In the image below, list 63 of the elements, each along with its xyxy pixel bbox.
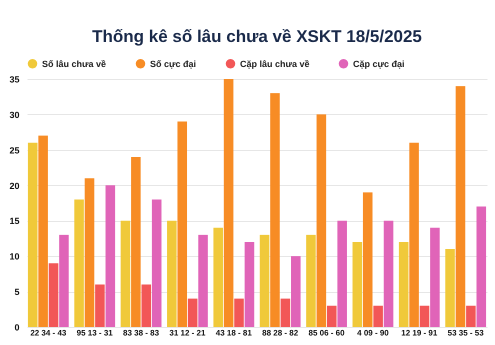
bar	[384, 220, 394, 327]
legend-label: Cặp cực đại	[353, 58, 405, 69]
bar	[167, 220, 177, 327]
bar	[234, 298, 244, 327]
x-tick-label: 43 18 - 81	[216, 328, 252, 338]
bar	[59, 234, 69, 327]
bar	[430, 228, 440, 327]
bar	[306, 234, 316, 327]
y-tick-label: 15	[9, 216, 20, 226]
x-tick-label: 85 06 - 60	[308, 328, 346, 338]
bar	[337, 220, 347, 327]
bar	[456, 86, 466, 327]
legend-label: Số cực đại	[150, 58, 196, 69]
x-tick-label: 12 19 - 91	[401, 328, 438, 338]
bar	[476, 206, 486, 327]
x-tick-label: 4 09 - 90	[357, 328, 390, 338]
bar	[270, 93, 280, 327]
bar	[445, 249, 455, 327]
bar	[373, 306, 383, 327]
bar	[48, 263, 58, 327]
bar	[198, 234, 208, 327]
bar	[120, 220, 130, 327]
bar	[420, 306, 430, 327]
bar	[409, 142, 419, 327]
legend-label: Số lâu chưa về	[42, 58, 106, 69]
bar	[106, 185, 116, 327]
bar	[84, 178, 94, 327]
y-tick-label: 35	[9, 74, 20, 84]
x-tick-label: 22 34 - 43	[30, 328, 67, 338]
bar	[38, 136, 48, 327]
bar	[362, 192, 373, 327]
bar	[141, 284, 152, 327]
x-tick-label: 88 28 - 82	[262, 328, 299, 338]
legend-label: Cặp lâu chưa về	[240, 58, 310, 69]
bar	[398, 242, 408, 327]
bar	[466, 306, 476, 327]
bar	[152, 199, 162, 327]
y-tick-label: 30	[9, 110, 20, 120]
bar	[291, 256, 301, 327]
bar	[131, 156, 141, 327]
bar	[177, 122, 188, 327]
y-tick-label: 10	[9, 252, 20, 262]
bar	[188, 298, 198, 327]
bar	[260, 234, 270, 327]
x-tick-label: 53 35 - 53	[448, 328, 484, 338]
chart-title: Thống kê số lâu chưa về XSKT 18/5/2025	[92, 27, 422, 46]
bar	[28, 142, 38, 327]
y-tick-label: 25	[9, 145, 20, 156]
bar	[74, 199, 84, 327]
x-tick-label: 31 12 - 21	[169, 328, 206, 338]
bar	[326, 306, 337, 327]
bar	[244, 242, 254, 327]
bar	[224, 79, 234, 327]
bar	[316, 114, 326, 327]
bar	[95, 284, 105, 327]
bar	[352, 242, 362, 327]
y-tick-label: 20	[9, 180, 20, 191]
x-tick-label: 83 38 - 83	[123, 328, 160, 338]
x-tick-label: 95 13 - 31	[76, 328, 114, 338]
bar	[213, 228, 223, 327]
y-tick-label: 5	[14, 287, 20, 298]
y-tick-label: 0	[14, 322, 20, 332]
bar	[280, 298, 290, 327]
